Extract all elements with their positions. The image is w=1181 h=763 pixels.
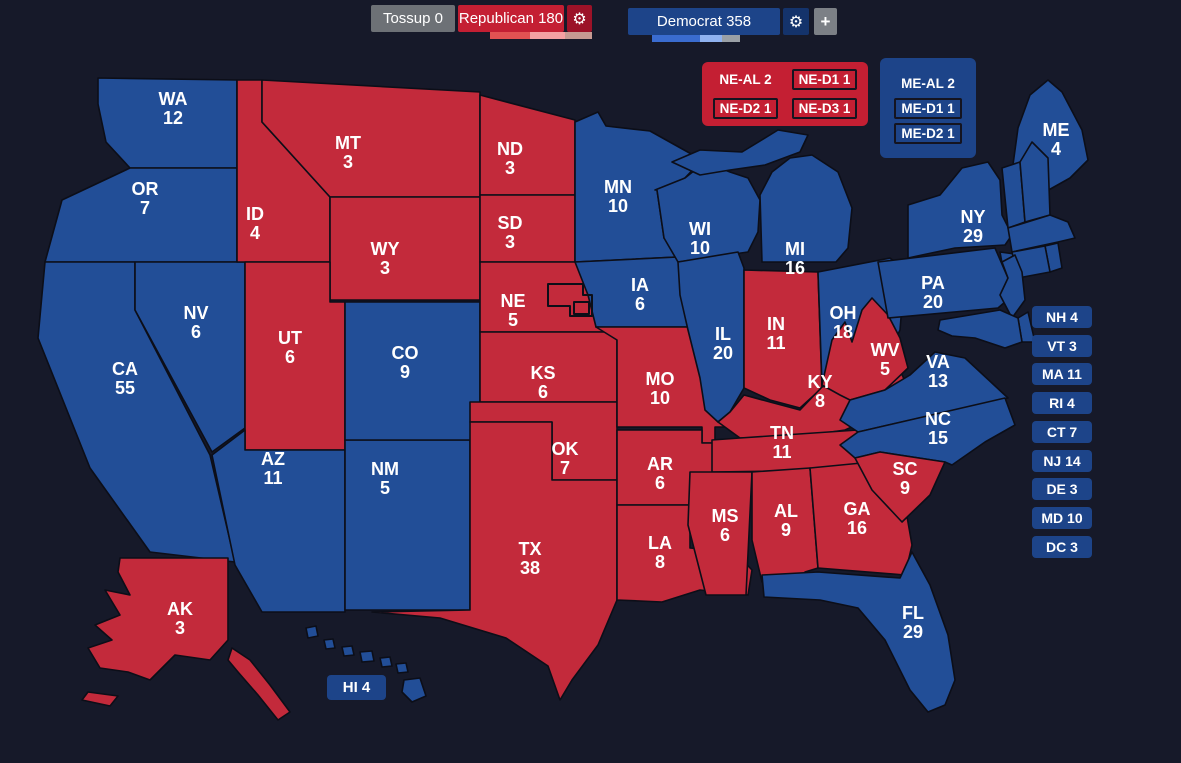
state-ND[interactable] — [479, 94, 576, 196]
district-item-ME-AL[interactable]: ME-AL 2 — [901, 75, 955, 91]
state-AK[interactable] — [227, 647, 291, 721]
state-AK[interactable] — [87, 557, 229, 681]
state-label-NH[interactable]: NH 4 — [1032, 306, 1092, 328]
state-MS[interactable] — [687, 471, 753, 596]
state-label-RI[interactable]: RI 4 — [1032, 392, 1092, 415]
state-label-MD[interactable]: MD 10 — [1032, 506, 1092, 529]
state-label-NJ[interactable]: NJ 14 — [1032, 449, 1092, 472]
state-HI[interactable] — [305, 625, 319, 639]
state-AZ[interactable] — [211, 429, 346, 613]
state-UT[interactable] — [244, 261, 346, 451]
state-MD[interactable] — [937, 309, 1023, 349]
nebraska-districts-panel: NE-AL 2 NE-D1 1 NE-D2 1 NE-D3 1 — [702, 62, 868, 126]
state-MI[interactable] — [759, 154, 853, 263]
state-OR[interactable] — [44, 167, 238, 263]
state-FL[interactable] — [761, 551, 956, 713]
state-WY[interactable] — [329, 196, 481, 301]
democrat-total-button[interactable]: Democrat 358 — [628, 8, 780, 35]
shade-segment-3 — [722, 35, 740, 42]
district-item-ME-D1[interactable]: ME-D1 1 — [894, 97, 962, 119]
shade-segment-2 — [700, 35, 722, 42]
district-item-NE-AL[interactable]: NE-AL 2 — [719, 72, 772, 88]
state-TX[interactable] — [371, 421, 618, 701]
shade-segment-2 — [530, 32, 565, 39]
shade-segment-3 — [565, 32, 592, 39]
shade-segment-1 — [490, 32, 530, 39]
state-AK[interactable] — [81, 691, 119, 707]
state-label-DC[interactable]: DC 3 — [1032, 535, 1092, 558]
state-label-MA[interactable]: MA 11 — [1032, 363, 1092, 386]
state-HI[interactable] — [379, 656, 393, 668]
state-label-VT[interactable]: VT 3 — [1032, 334, 1092, 357]
state-label-DE[interactable]: DE 3 — [1032, 478, 1092, 501]
district-item-ME-D2[interactable]: ME-D2 1 — [894, 122, 962, 144]
state-PA[interactable] — [877, 247, 1009, 319]
state-label-HI[interactable]: HI 4 — [327, 675, 386, 700]
district-item-NE-D1[interactable]: NE-D1 1 — [791, 69, 858, 91]
state-SD[interactable] — [479, 194, 576, 263]
tossup-total-button[interactable]: Tossup 0 — [371, 5, 455, 32]
state-AL[interactable] — [751, 467, 819, 588]
state-HI[interactable] — [395, 662, 409, 674]
district-item-NE-D3[interactable]: NE-D3 1 — [791, 97, 858, 119]
democrat-settings-button[interactable]: ⚙ — [783, 8, 809, 35]
state-SC[interactable] — [854, 451, 946, 523]
nebraska-district-outline-2 — [573, 301, 590, 315]
state-IN[interactable] — [743, 269, 823, 409]
republican-settings-button[interactable]: ⚙ — [567, 5, 592, 32]
state-label-CT[interactable]: CT 7 — [1032, 420, 1092, 443]
gear-icon: ⚙ — [572, 10, 587, 28]
state-HI[interactable] — [341, 645, 355, 657]
shade-segment-1 — [652, 35, 700, 42]
state-MI[interactable] — [671, 129, 809, 176]
republican-total-button[interactable]: Republican 180 — [458, 5, 564, 32]
state-NY[interactable] — [907, 161, 1013, 259]
state-HI[interactable] — [401, 677, 427, 703]
republican-shade-strip — [490, 32, 592, 39]
gear-icon: ⚙ — [788, 13, 804, 31]
state-WA[interactable] — [97, 77, 238, 169]
democrat-shade-strip — [652, 35, 740, 42]
state-VA[interactable] — [839, 351, 1009, 433]
add-candidate-button[interactable]: + — [814, 8, 837, 35]
state-HI[interactable] — [359, 650, 375, 663]
state-NV[interactable] — [134, 261, 246, 453]
nebraska-district-outline-1 — [547, 283, 593, 317]
state-KS[interactable] — [479, 331, 618, 403]
state-NJ[interactable] — [999, 254, 1026, 319]
state-CO[interactable] — [344, 301, 481, 441]
state-HI[interactable] — [323, 638, 336, 650]
district-item-NE-D2[interactable]: NE-D2 1 — [712, 97, 779, 119]
maine-districts-panel: ME-AL 2 ME-D1 1 ME-D2 1 — [880, 58, 976, 158]
state-NM[interactable] — [344, 439, 471, 611]
state-NH[interactable] — [1019, 141, 1051, 223]
state-NC[interactable] — [839, 397, 1016, 466]
